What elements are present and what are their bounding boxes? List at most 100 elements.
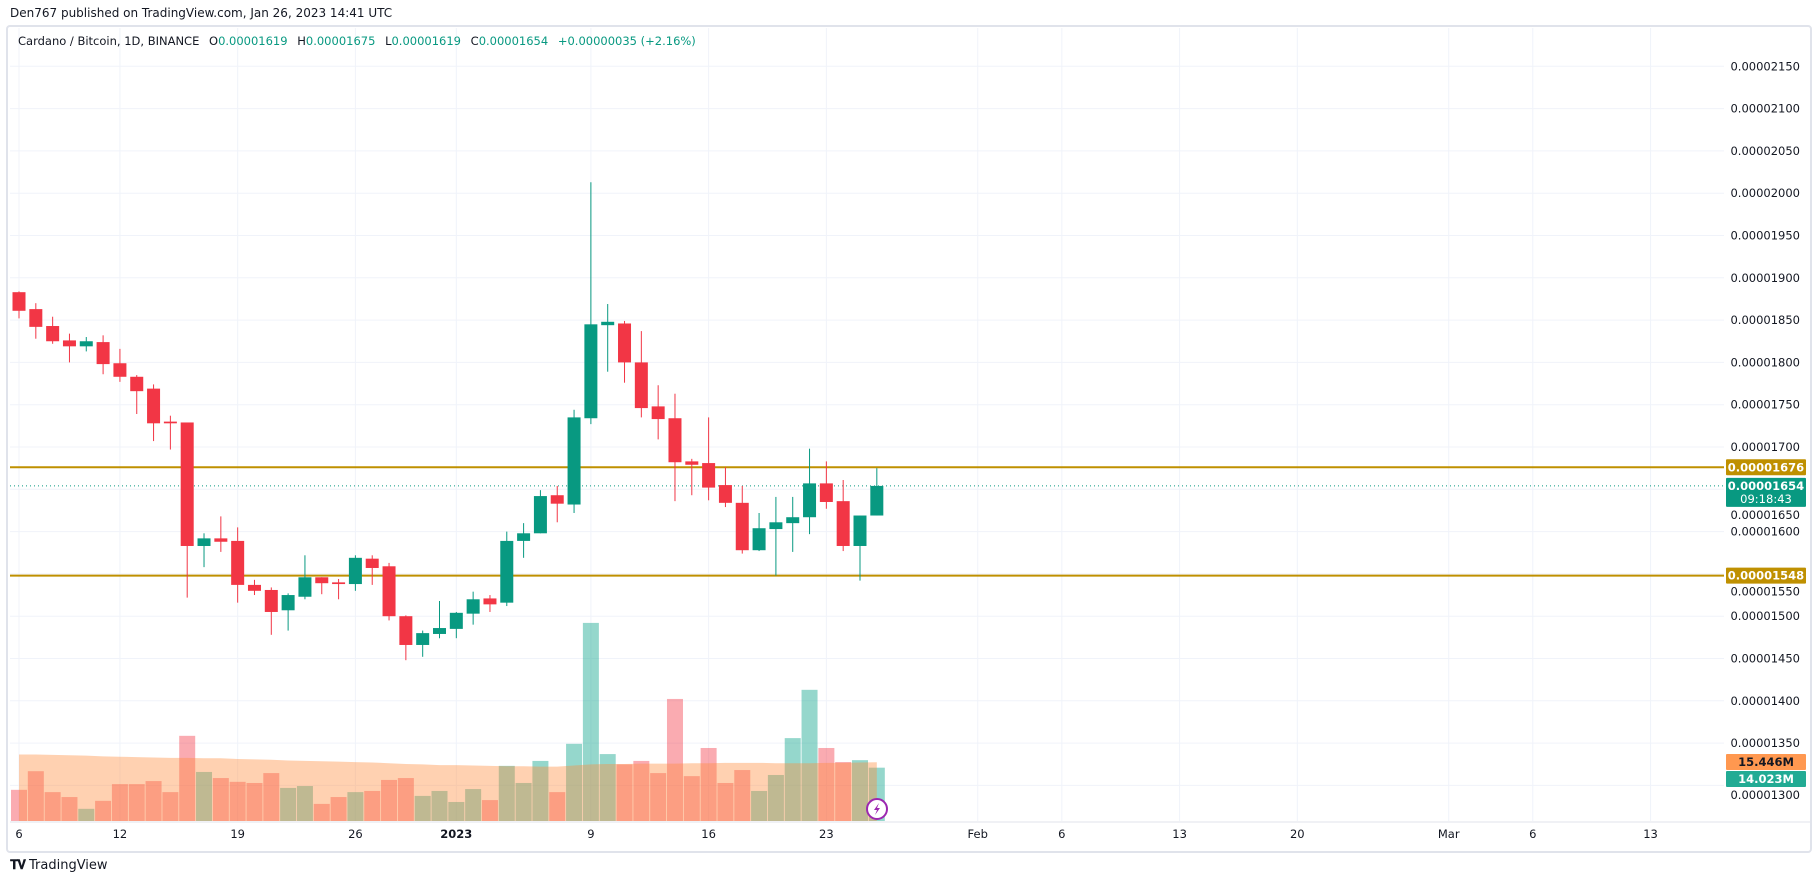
candle-body <box>96 342 110 365</box>
volume-bar <box>767 774 784 821</box>
candle-body <box>702 463 716 488</box>
candle <box>180 422 194 598</box>
time-tick-label: Mar <box>1438 827 1460 841</box>
candle <box>685 458 699 496</box>
candle <box>332 578 346 600</box>
change-value: +0.00000035 (+2.16%) <box>557 34 696 48</box>
candle-body <box>113 363 127 377</box>
candle <box>500 531 514 607</box>
volume-ma-badge-bg <box>1726 754 1806 770</box>
candle <box>718 467 732 508</box>
volume-bar <box>498 765 515 821</box>
volume-bar <box>296 786 313 821</box>
grid-lines <box>10 28 1812 823</box>
candle-body <box>197 538 211 546</box>
volume-bar <box>364 790 381 821</box>
candle-body <box>651 406 665 420</box>
time-tick-label: 12 <box>113 827 128 841</box>
candle <box>584 182 598 425</box>
candle-body <box>433 628 446 634</box>
candle-body <box>483 598 497 605</box>
time-tick-label: 2023 <box>440 827 472 841</box>
price-tick-label: 0.00001500 <box>1730 609 1800 623</box>
horizontal-levels <box>10 466 1724 577</box>
candle <box>483 595 497 612</box>
volume-bar <box>549 792 566 821</box>
volume-bar <box>835 762 852 821</box>
candle-body <box>365 558 379 568</box>
last-price-badge-text: 09:18:43 <box>1740 492 1792 506</box>
price-tick-label: 0.00002150 <box>1730 59 1800 73</box>
level-price-badge-text: 0.00001676 <box>1728 460 1804 474</box>
candle <box>281 593 295 631</box>
volume-bar <box>633 760 650 821</box>
candle <box>163 415 177 450</box>
candle <box>634 331 648 418</box>
volume-bar <box>683 776 700 821</box>
volume-bar <box>801 689 818 821</box>
tradingview-brand[interactable]: 𝐓𝐕 TradingView <box>10 858 108 873</box>
price-tick-label: 0.00002000 <box>1730 186 1800 200</box>
candle <box>382 562 396 621</box>
volume-bar <box>532 760 549 821</box>
level-price-badge-text: 0.00001548 <box>1728 569 1804 583</box>
volume-bar <box>280 787 297 821</box>
candle-body <box>752 528 766 551</box>
volume-bar <box>397 778 414 821</box>
candle <box>433 600 446 639</box>
candle <box>618 320 632 383</box>
candle-body <box>735 502 749 551</box>
price-tick-label: 0.00001950 <box>1730 229 1800 243</box>
volume-bar <box>414 795 431 821</box>
volume-bar <box>111 784 128 821</box>
candle-body <box>584 324 598 419</box>
volume-bar <box>465 789 482 821</box>
candle <box>416 630 430 657</box>
tradingview-logo-icon: 𝐓𝐕 <box>10 858 26 873</box>
volume-bar <box>431 790 448 821</box>
candle-body <box>449 612 463 629</box>
candle <box>315 577 329 595</box>
volume-bar <box>734 770 751 821</box>
symbol-title[interactable]: Cardano / Bitcoin, 1D, BINANCE <box>18 34 200 48</box>
volume-bar <box>481 800 498 821</box>
volume-bar <box>128 784 145 821</box>
candle <box>197 533 211 568</box>
volume-bar <box>145 781 162 821</box>
time-tick-label: 6 <box>1529 827 1536 841</box>
volume-bar <box>381 779 398 821</box>
volume-bar <box>666 698 683 821</box>
candle-body <box>870 485 884 516</box>
volume-bar <box>784 738 801 821</box>
time-tick-label: 13 <box>1643 827 1658 841</box>
candle <box>517 523 531 558</box>
candle <box>651 385 665 440</box>
time-tick-label: 26 <box>348 827 363 841</box>
open-value: 0.00001619 <box>218 34 288 48</box>
volume-bar <box>818 747 835 821</box>
candle-body <box>550 495 564 504</box>
candle-body <box>247 584 261 591</box>
candle-body <box>332 582 346 585</box>
volume-bar <box>179 735 196 821</box>
volume-bar <box>330 797 347 821</box>
candle-body <box>836 501 850 546</box>
candle <box>399 615 413 661</box>
volume-bar <box>852 760 868 821</box>
candle-body <box>466 599 480 614</box>
lightning-icon[interactable] <box>866 798 888 820</box>
candle <box>79 337 93 352</box>
high-value: 0.00001675 <box>305 34 376 48</box>
published-caption: Den767 published on TradingView.com, Jan… <box>10 6 393 20</box>
price-tick-label: 0.00001300 <box>1730 788 1800 802</box>
time-tick-label: 9 <box>587 827 594 841</box>
volume-bar <box>11 789 27 821</box>
time-tick-label: 23 <box>819 827 834 841</box>
candle <box>601 304 615 372</box>
level-price-badge-bg <box>1726 459 1806 476</box>
candle-body <box>298 577 312 597</box>
candle <box>298 555 312 600</box>
price-tick-label: 0.00001700 <box>1730 440 1800 454</box>
